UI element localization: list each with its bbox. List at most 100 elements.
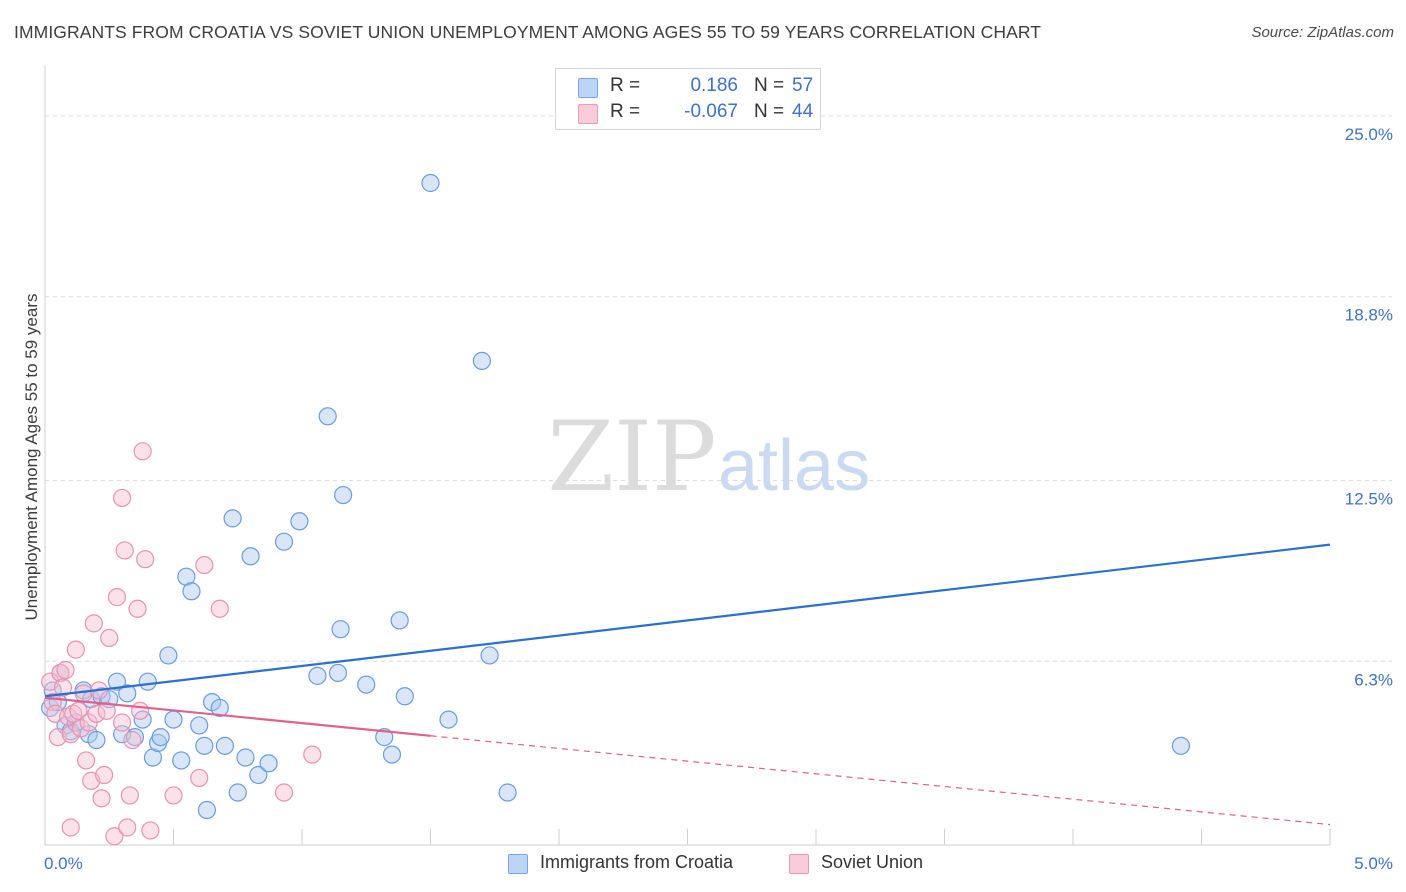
croatia-point bbox=[118, 684, 137, 703]
legend-swatch-croatia bbox=[578, 78, 598, 98]
y-tick-label: 12.5% bbox=[1345, 489, 1393, 508]
watermark: ZIP atlas bbox=[547, 401, 870, 513]
croatia-point bbox=[107, 672, 127, 691]
croatia-point bbox=[138, 672, 157, 691]
croatia-point bbox=[1171, 736, 1191, 755]
croatia-point bbox=[164, 710, 183, 729]
chart-title: IMMIGRANTS FROM CROATIA VS SOVIET UNION … bbox=[14, 22, 1042, 42]
watermark-atlas: atlas bbox=[718, 426, 870, 506]
croatia-point bbox=[125, 727, 145, 747]
x-tick-label: 5.0% bbox=[1354, 854, 1393, 873]
croatia-point bbox=[382, 745, 402, 764]
soviet-union-point bbox=[105, 827, 124, 846]
croatia-point bbox=[87, 730, 106, 750]
soviet-union-point bbox=[164, 786, 183, 805]
soviet-union-point bbox=[77, 751, 96, 770]
croatia-point bbox=[308, 666, 327, 685]
soviet-union-point bbox=[303, 745, 322, 764]
soviet-union-point bbox=[210, 599, 229, 618]
legend-n-value: 44 bbox=[792, 101, 814, 122]
legend-r-value: -0.067 bbox=[684, 101, 738, 122]
soviet-union-point bbox=[115, 541, 134, 560]
croatia-point bbox=[228, 783, 247, 802]
soviet-union-point bbox=[59, 707, 78, 726]
trend-line-croatia bbox=[44, 543, 1331, 698]
bottom-legend-label-soviet-union: Soviet Union bbox=[821, 852, 924, 872]
series-soviet-union-points bbox=[41, 442, 322, 846]
croatia-point bbox=[357, 675, 376, 694]
croatia-point bbox=[334, 485, 353, 505]
soviet-union-point bbox=[95, 765, 114, 785]
soviet-union-point bbox=[130, 701, 150, 720]
soviet-union-point bbox=[56, 660, 75, 680]
croatia-point bbox=[395, 687, 414, 706]
croatia-point bbox=[190, 716, 209, 735]
soviet-union-point bbox=[141, 821, 160, 840]
croatia-point bbox=[195, 736, 214, 755]
legend-r-label: R = bbox=[610, 75, 641, 96]
croatia-point bbox=[241, 547, 260, 566]
legend-r-label: R = bbox=[610, 101, 641, 122]
croatia-point bbox=[223, 509, 242, 528]
croatia-point bbox=[390, 611, 409, 630]
croatia-point bbox=[290, 512, 309, 531]
croatia-point bbox=[375, 727, 394, 747]
source-label: Source: ZipAtlas.com bbox=[1251, 24, 1394, 41]
soviet-union-point bbox=[136, 550, 155, 569]
soviet-union-point bbox=[87, 704, 106, 723]
bottom-legend-swatch-soviet-union bbox=[789, 854, 809, 874]
soviet-union-point bbox=[61, 725, 80, 744]
legend-n-label: N = bbox=[754, 75, 785, 96]
soviet-union-point bbox=[107, 588, 127, 607]
soviet-union-point bbox=[92, 789, 111, 808]
soviet-union-point bbox=[84, 614, 103, 633]
x-tick-label: 0.0% bbox=[44, 854, 83, 873]
y-axis-title: Unemployment Among Ages 55 to 59 years bbox=[22, 294, 41, 621]
soviet-union-point bbox=[123, 730, 142, 750]
croatia-point bbox=[274, 532, 294, 551]
trend-line-soviet-union-extension bbox=[430, 735, 1331, 826]
croatia-point bbox=[328, 663, 348, 683]
soviet-union-point bbox=[61, 818, 80, 837]
y-tick-label: 18.8% bbox=[1345, 306, 1393, 325]
soviet-union-point bbox=[118, 818, 137, 837]
croatia-point bbox=[236, 748, 255, 767]
soviet-union-point bbox=[100, 628, 119, 648]
soviet-union-point bbox=[133, 442, 152, 461]
bottom-legend-label-croatia: Immigrants from Croatia bbox=[540, 852, 734, 872]
croatia-point bbox=[215, 736, 234, 755]
croatia-point bbox=[159, 646, 178, 665]
croatia-point bbox=[151, 727, 170, 747]
soviet-union-point bbox=[66, 640, 85, 659]
croatia-point bbox=[498, 783, 517, 802]
croatia-point bbox=[182, 582, 201, 601]
y-tick-label: 6.3% bbox=[1354, 670, 1393, 689]
soviet-union-point bbox=[112, 488, 132, 508]
y-tick-label: 25.0% bbox=[1345, 125, 1393, 144]
croatia-point bbox=[259, 754, 278, 773]
soviet-union-point bbox=[53, 678, 73, 697]
soviet-union-point bbox=[274, 783, 294, 802]
croatia-point bbox=[480, 646, 499, 665]
correlation-legend: R = 0.186 N = 57 R = -0.067 N = 44 bbox=[555, 68, 821, 130]
bottom-legend-swatch-croatia bbox=[508, 854, 528, 874]
series-croatia-points bbox=[41, 173, 1191, 820]
croatia-point bbox=[331, 620, 350, 639]
croatia-point bbox=[210, 698, 229, 718]
croatia-point bbox=[318, 407, 337, 426]
gridlines bbox=[45, 115, 1392, 662]
legend-r-value: 0.186 bbox=[690, 75, 738, 96]
axis-labels: 6.3% 12.5% 18.8% 25.0% 0.0% 5.0% Unemployment … bbox=[22, 125, 1393, 873]
soviet-union-point bbox=[112, 713, 132, 732]
soviet-union-point bbox=[69, 701, 88, 720]
croatia-point bbox=[172, 751, 191, 770]
soviet-union-point bbox=[97, 701, 116, 720]
soviet-union-point bbox=[51, 663, 70, 683]
croatia-point bbox=[439, 710, 458, 729]
croatia-point bbox=[472, 351, 491, 370]
legend-n-label: N = bbox=[754, 101, 785, 122]
soviet-union-point bbox=[128, 599, 147, 618]
croatia-point bbox=[249, 765, 268, 785]
soviet-union-point bbox=[120, 786, 139, 805]
